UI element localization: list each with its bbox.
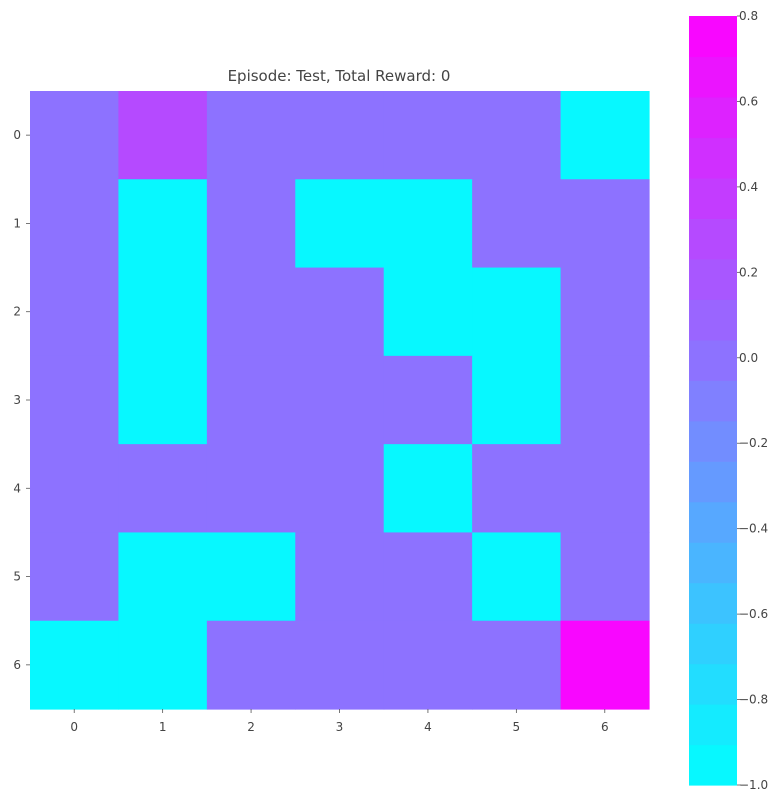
y-tick-label: 6	[13, 658, 21, 672]
heatmap-cell-r3-c0	[30, 355, 120, 445]
colorbar-band	[689, 623, 737, 665]
colorbar-band	[689, 96, 737, 139]
heatmap-cell-r5-c5	[472, 532, 562, 622]
x-tick-label: 4	[424, 720, 432, 734]
colorbar-tick-label: 0.4	[739, 180, 758, 194]
heatmap-cell-r6-c1	[118, 620, 208, 710]
colorbar-band	[689, 663, 737, 705]
colorbar-band	[689, 501, 737, 543]
heatmap-cell-r1-c2	[206, 179, 296, 269]
colorbar-tick-label: 0.2	[739, 265, 758, 279]
heatmap-cell-r5-c0	[30, 532, 120, 622]
x-tick-label: 5	[513, 720, 521, 734]
heatmap-cell-r0-c0	[30, 91, 120, 180]
chart-title: Episode: Test, Total Reward: 0	[228, 67, 451, 85]
heatmap-cell-r6-c6	[560, 620, 650, 710]
colorbar-band	[689, 420, 737, 462]
heatmap-cell-r2-c1	[118, 267, 208, 357]
colorbar-band	[689, 299, 737, 341]
heatmap-cell-r5-c3	[295, 532, 385, 622]
heatmap-cell-r0-c1	[118, 91, 208, 180]
colorbar-tick-label: −0.6	[739, 607, 768, 621]
y-tick-label: 3	[13, 393, 21, 407]
heatmap-cell-r2-c3	[295, 267, 385, 357]
heatmap-cells	[30, 91, 650, 710]
heatmap-cell-r0-c5	[472, 91, 562, 180]
colorbar-band	[689, 56, 737, 98]
heatmap-cell-r4-c3	[295, 444, 385, 534]
heatmap-cell-r2-c6	[560, 267, 650, 357]
colorbar-tick-label: 0.0	[739, 351, 758, 365]
heatmap-cell-r5-c6	[560, 532, 650, 622]
heatmap-cell-r3-c2	[206, 355, 296, 445]
heatmap-cell-r0-c4	[383, 91, 473, 180]
heatmap-cell-r3-c4	[383, 355, 473, 445]
heatmap-cell-r4-c2	[206, 444, 296, 534]
heatmap-cell-r0-c6	[560, 91, 650, 180]
heatmap-cell-r0-c2	[206, 91, 296, 180]
heatmap-cell-r3-c1	[118, 355, 208, 445]
y-tick-label: 1	[13, 216, 21, 230]
colorbar-tick-label: 0.8	[739, 9, 758, 23]
heatmap-cell-r1-c1	[118, 179, 208, 269]
heatmap-cell-r4-c0	[30, 444, 120, 534]
x-tick-label: 2	[247, 720, 255, 734]
colorbar-band	[689, 258, 737, 300]
colorbar-band	[689, 339, 737, 381]
heatmap-cell-r4-c5	[472, 444, 562, 534]
heatmap-cell-r1-c6	[560, 179, 650, 269]
heatmap-cell-r5-c2	[206, 532, 296, 622]
heatmap-cell-r3-c3	[295, 355, 385, 445]
x-tick-label: 6	[601, 720, 609, 734]
heatmap-cell-r5-c4	[383, 532, 473, 622]
colorbar-band	[689, 177, 737, 219]
colorbar-tick-label: 0.6	[739, 94, 758, 108]
heatmap-cell-r6-c5	[472, 620, 562, 710]
y-tick-label: 2	[13, 305, 21, 319]
colorbar	[689, 16, 737, 786]
heatmap-cell-r4-c4	[383, 444, 473, 534]
colorbar-tick-label: −0.4	[739, 522, 768, 536]
y-tick-label: 4	[13, 481, 21, 495]
colorbar-tick-label: −0.8	[739, 693, 768, 707]
colorbar-ticks: 0.8 0.6 0.4 0.2 0.0 −0.2 −0.4 −0.6 −0.8 −1.0	[737, 9, 768, 792]
x-axis-ticks: 0 1 2 3 4 5 6	[70, 709, 609, 734]
heatmap-cell-r4-c1	[118, 444, 208, 534]
colorbar-band	[689, 218, 737, 260]
colorbar-tick-label: −0.2	[739, 436, 768, 450]
heatmap-cell-r1-c5	[472, 179, 562, 269]
heatmap-cell-r3-c6	[560, 355, 650, 445]
heatmap-cell-r1-c4	[383, 179, 473, 269]
heatmap-cell-r1-c0	[30, 179, 120, 269]
colorbar-band	[689, 461, 737, 503]
colorbar-band	[689, 380, 737, 422]
heatmap-cell-r3-c5	[472, 355, 562, 445]
colorbar-band	[689, 582, 737, 624]
heatmap-cell-r6-c0	[30, 620, 120, 710]
heatmap-cell-r0-c3	[295, 91, 385, 180]
y-axis-ticks: 0 1 2 3 4 5 6	[13, 128, 30, 672]
heatmap-cell-r4-c6	[560, 444, 650, 534]
heatmap-cell-r2-c5	[472, 267, 562, 357]
x-tick-label: 0	[70, 720, 78, 734]
heatmap-cell-r5-c1	[118, 532, 208, 622]
x-tick-label: 3	[336, 720, 344, 734]
colorbar-band	[689, 137, 737, 179]
colorbar-band	[689, 542, 737, 584]
colorbar-band	[689, 16, 737, 58]
heatmap-cell-r1-c3	[295, 179, 385, 269]
colorbar-band	[689, 744, 737, 786]
heatmap-cell-r2-c4	[383, 267, 473, 357]
y-tick-label: 0	[13, 128, 21, 142]
x-tick-label: 1	[159, 720, 167, 734]
heatmap-cell-r6-c2	[206, 620, 296, 710]
colorbar-band	[689, 704, 737, 746]
heatmap-cell-r2-c0	[30, 267, 120, 357]
heatmap-cell-r6-c4	[383, 620, 473, 710]
heatmap-cell-r2-c2	[206, 267, 296, 357]
heatmap-cell-r6-c3	[295, 620, 385, 710]
colorbar-tick-label: −1.0	[739, 778, 768, 792]
y-tick-label: 5	[13, 570, 21, 584]
